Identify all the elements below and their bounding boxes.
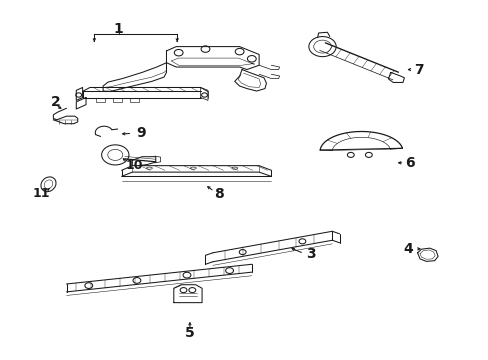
Text: 1: 1 xyxy=(114,22,123,36)
Text: 8: 8 xyxy=(214,187,224,201)
Text: 10: 10 xyxy=(126,159,143,172)
Text: 5: 5 xyxy=(184,326,194,340)
Text: 3: 3 xyxy=(305,247,315,261)
Text: 6: 6 xyxy=(405,156,414,170)
Text: 11: 11 xyxy=(32,187,50,200)
Text: 9: 9 xyxy=(136,126,145,140)
Text: 7: 7 xyxy=(413,63,423,77)
Text: 2: 2 xyxy=(51,95,61,109)
Text: 4: 4 xyxy=(403,242,412,256)
